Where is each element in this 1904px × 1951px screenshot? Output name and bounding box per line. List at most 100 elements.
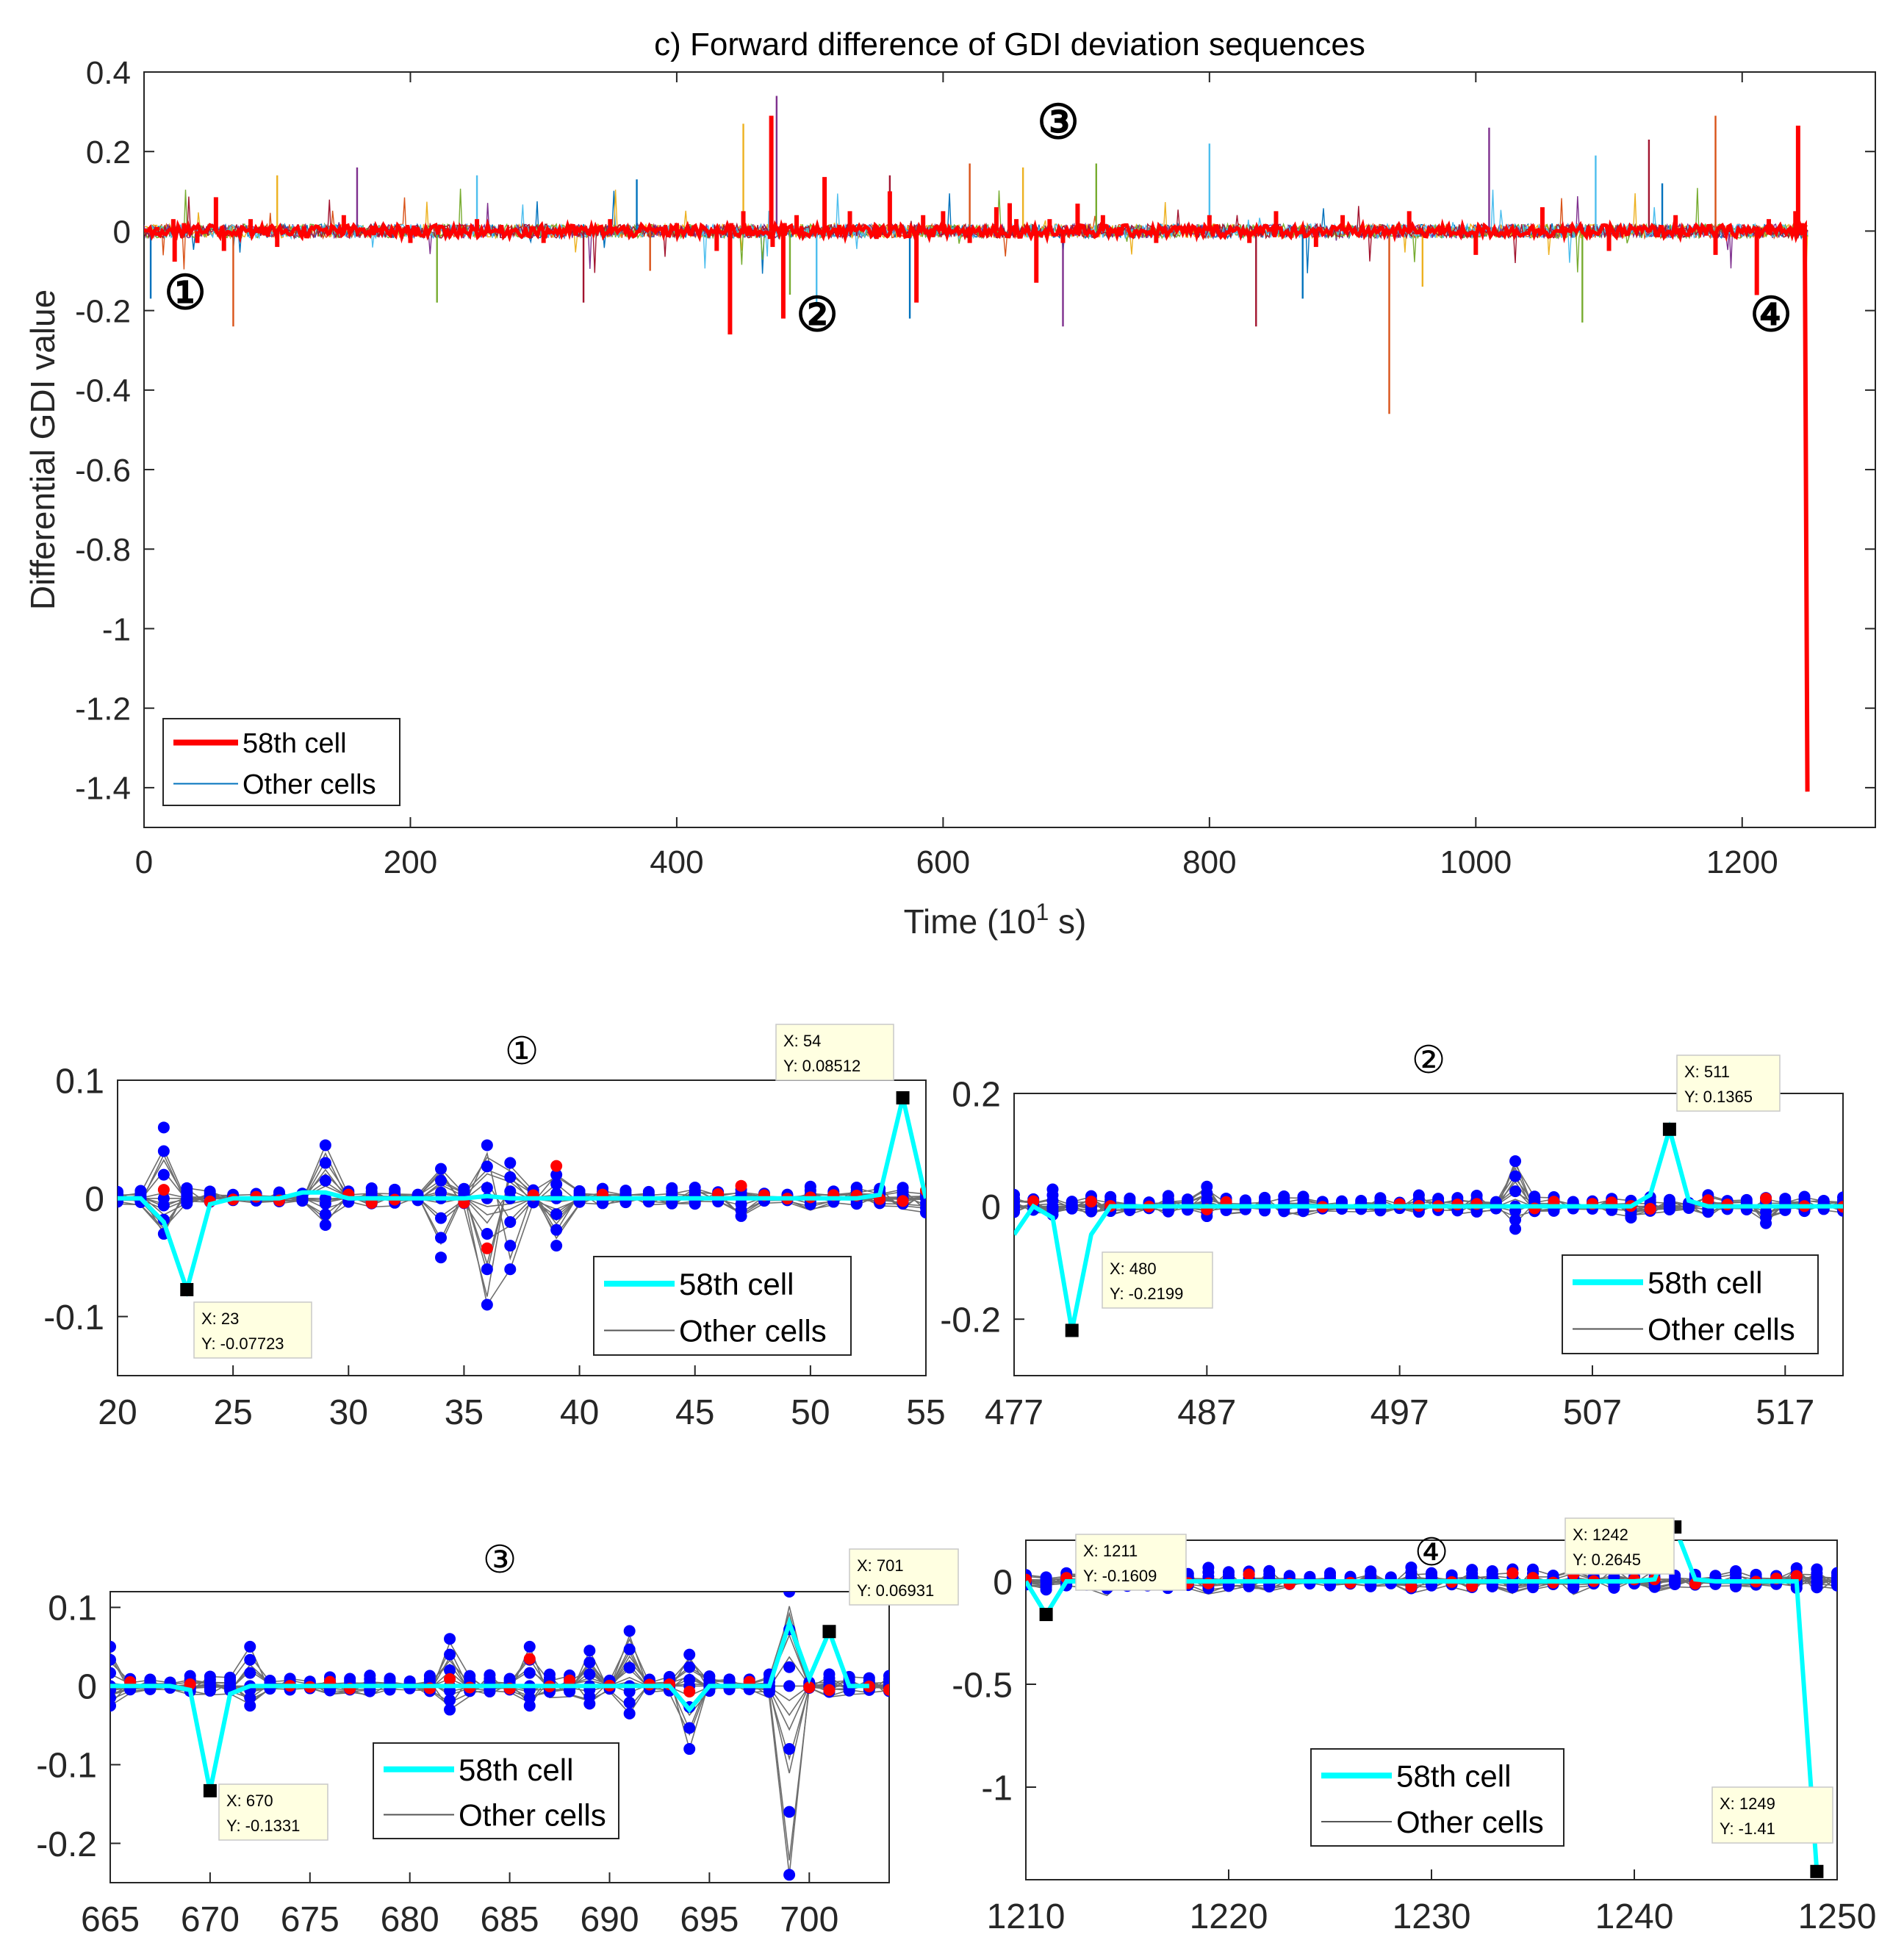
other-cell-blue-dot (157, 1121, 170, 1134)
other-cell-red-dot (1027, 1195, 1040, 1207)
main-legend-label-other: Other cells (243, 769, 376, 800)
other-cell-blue-dot (703, 1670, 716, 1683)
datatip-y-label: Y: -1.41 (1720, 1819, 1775, 1838)
zoom2-legend-label-other: Other cells (1648, 1312, 1795, 1347)
zoom2-plot-group (1014, 1121, 1843, 1332)
other-cell-blue-dot (723, 1673, 736, 1686)
other-cell-blue-dot (1239, 1194, 1251, 1207)
zoom1-xtick-label: 20 (98, 1393, 137, 1432)
other-cell-blue-dot (224, 1671, 237, 1684)
other-cell-blue-dot (1201, 1180, 1213, 1193)
zoom2-xtick-label: 507 (1563, 1393, 1622, 1432)
other-cell-blue-dot (683, 1722, 696, 1734)
other-cell-blue-dot (1104, 1190, 1117, 1203)
other-cell-blue-dot (623, 1707, 636, 1720)
zoom3-ytick-label: 0 (77, 1668, 97, 1707)
datatip-x-label: X: 701 (857, 1556, 904, 1575)
other-cell-blue-dot (1412, 1189, 1425, 1201)
58th-cell-cyan-line (110, 1616, 869, 1792)
other-cell-blue-dot (1355, 1195, 1368, 1207)
other-cell-blue-dot (157, 1199, 170, 1212)
other-cell-blue-dot (850, 1198, 863, 1210)
zoom1-legend-box (593, 1256, 852, 1356)
other-cell-blue-dot (783, 1592, 796, 1598)
zoom3-title: ③ (483, 1539, 517, 1581)
other-cell-blue-dot (523, 1640, 536, 1653)
datatip-y-label: Y: 0.2645 (1573, 1551, 1641, 1569)
datatip-marker (203, 1783, 217, 1797)
zoom1-xtick-label: 45 (675, 1393, 714, 1432)
other-cell-blue-dot (1066, 1196, 1078, 1208)
other-cell-blue-dot (1263, 1564, 1276, 1577)
other-cell-red-dot (1644, 1202, 1656, 1215)
datatip-marker (180, 1282, 194, 1296)
other-cell-red-dot (1760, 1192, 1772, 1204)
other-cell-blue-dot (1202, 1562, 1215, 1574)
other-cell-blue-dot (110, 1667, 116, 1679)
main-y-axis-label: Differential GDI value (24, 290, 62, 610)
other-cell-blue-dot (1625, 1211, 1637, 1224)
other-cell-gray-line (110, 1611, 889, 1736)
datatip-marker (822, 1625, 836, 1639)
other-cell-blue-dot (683, 1743, 696, 1756)
other-cell-blue-dot (481, 1298, 493, 1311)
datatip-y-label: Y: -0.2199 (1110, 1285, 1183, 1303)
other-cell-blue-dot (543, 1668, 556, 1681)
other-cell-blue-dot (1811, 1581, 1823, 1594)
other-cell-blue-dot (481, 1228, 493, 1240)
other-cell-blue-dot (481, 1160, 493, 1173)
zoom2-ytick-label: 0.2 (952, 1075, 1001, 1114)
datatip-marker (1662, 1122, 1676, 1136)
zoom3-ytick-label: -0.2 (36, 1825, 97, 1864)
other-cell-blue-dot (435, 1174, 447, 1187)
other-cell-blue-dot (1259, 1191, 1271, 1204)
other-cell-blue-dot (850, 1181, 863, 1193)
other-cell-blue-dot (1837, 1191, 1843, 1204)
datatip-x-label: X: 670 (226, 1792, 273, 1810)
main-xtick-label: 200 (384, 844, 437, 880)
annotation-marker-4: ④ (1750, 289, 1792, 341)
datatip-box (1075, 1534, 1187, 1591)
zoom1-xtick-label: 30 (329, 1393, 368, 1432)
other-cell-red-dot (803, 1681, 816, 1694)
other-cell-blue-dot (1365, 1565, 1377, 1578)
zoom3-xtick-label: 685 (481, 1900, 539, 1939)
red-58th-final-drop (1800, 220, 1810, 792)
other-cell-blue-dot (623, 1685, 636, 1697)
other-cell-blue-dot (444, 1664, 456, 1677)
zoom4-legend-box (1310, 1748, 1564, 1847)
main-plot-area (143, 71, 1876, 828)
other-cell-blue-dot (523, 1667, 536, 1679)
zoom1-chart: 20 25 30 35 40 45 50 55 0.1 0 -0.1 X: 23 Y: -0.07723… (43, 1024, 946, 1432)
other-cell-gray-line (110, 1606, 889, 1707)
other-cell-blue-dot (1085, 1205, 1097, 1218)
other-cell-blue-dot (564, 1685, 576, 1697)
main-ytick-label: 0.2 (86, 134, 131, 170)
datatip: X: 1211 Y: -0.1609 (1075, 1534, 1187, 1591)
datatip: X: 511 Y: 0.1365 (1676, 1054, 1781, 1112)
datatip-x-label: X: 54 (783, 1032, 821, 1050)
other-cell-red-dot (444, 1672, 456, 1685)
other-cell-red-dot (523, 1653, 536, 1665)
zoom3-ytick-label: -0.1 (36, 1747, 97, 1786)
other-cell-blue-dot (319, 1218, 331, 1231)
other-cell-blue-dot (444, 1648, 456, 1661)
other-cell-blue-dot (1506, 1581, 1519, 1594)
datatip-marker (1810, 1864, 1824, 1878)
other-cell-blue-dot (1486, 1565, 1498, 1577)
zoom4-legend-label-58th: 58th cell (1396, 1758, 1511, 1793)
datatip-box (193, 1301, 312, 1359)
other-cell-blue-dot (1040, 1584, 1052, 1596)
other-cell-red-dot (1790, 1570, 1803, 1582)
datatip: X: 1249 Y: -1.41 (1711, 1786, 1833, 1844)
zoom3-xtick-label: 670 (181, 1900, 240, 1939)
zoom2-xtick-label: 497 (1370, 1393, 1429, 1432)
zoom4-legend-label-other: Other cells (1396, 1805, 1544, 1839)
other-cell-blue-dot (1528, 1190, 1541, 1203)
other-cell-blue-dot (1182, 1193, 1194, 1206)
zoom4-xtick-label: 1230 (1393, 1897, 1471, 1936)
other-cell-blue-dot (435, 1212, 447, 1224)
other-cell-blue-dot (1470, 1189, 1483, 1201)
annotation-marker-1: ① (164, 267, 206, 319)
